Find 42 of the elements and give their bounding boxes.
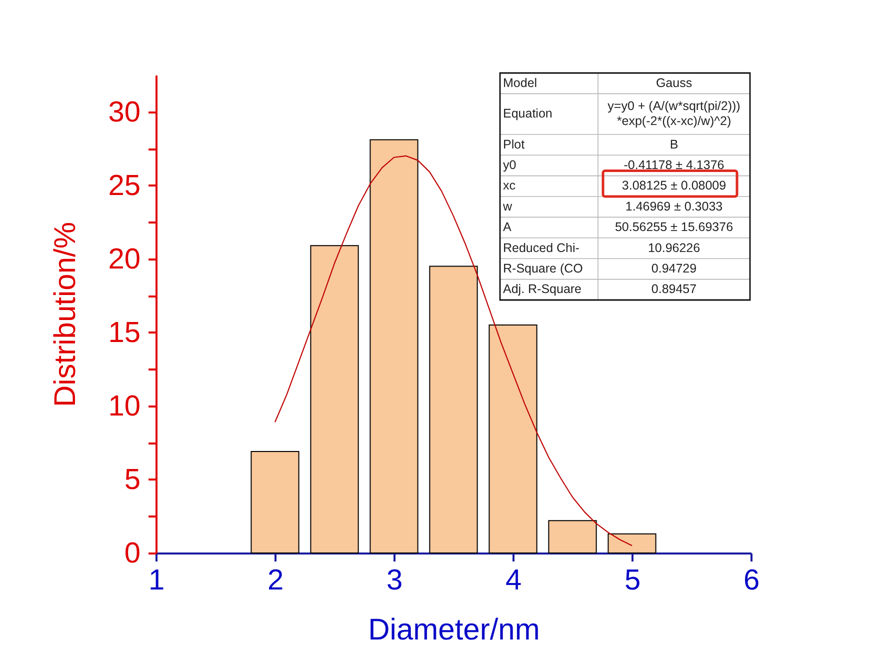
- annotation: Model: [503, 76, 538, 90]
- y-tick-label: 5: [124, 464, 140, 496]
- bar: [310, 245, 359, 554]
- annotation: Adj. R-Square: [503, 282, 582, 296]
- annotation: Plot: [503, 137, 526, 152]
- x-tick-label: 1: [148, 564, 165, 596]
- annotation: Reduced Chi-: [503, 240, 580, 255]
- annotation: Gauss: [656, 76, 692, 90]
- annotation: B: [670, 137, 678, 152]
- x-tick-label: 3: [386, 564, 403, 596]
- annotation: xc: [503, 178, 516, 193]
- x-tick-label: 6: [743, 564, 760, 596]
- annotation: A: [503, 220, 512, 234]
- annotation: w: [502, 199, 513, 214]
- y-tick-label: 30: [108, 96, 140, 128]
- bar: [608, 533, 656, 554]
- bar: [429, 266, 478, 554]
- bar: [488, 324, 538, 554]
- bar: [370, 139, 418, 554]
- x-axis-title: Diameter/nm: [368, 614, 540, 646]
- y-tick-label: 15: [108, 316, 140, 349]
- bar: [250, 451, 300, 554]
- annotation: 1.46969 ± 0.3033: [625, 199, 723, 214]
- x-tick-label: 2: [267, 564, 284, 596]
- y-tick-label: 25: [108, 170, 140, 202]
- y-axis-title: Distribution/%: [49, 222, 82, 408]
- annotation: 50.56255 ± 15.69376: [614, 220, 734, 234]
- y-tick-label: 10: [108, 390, 140, 422]
- annotation: y0: [503, 158, 516, 172]
- annotation: 3.08125 ± 0.08009: [622, 178, 726, 193]
- annotation: 10.96226: [648, 240, 700, 255]
- annotation: 0.94729: [651, 261, 697, 276]
- annotation: 0.89457: [651, 282, 697, 296]
- annotation: y=y0 + (A/(w*sqrt(pi/2))) *exp(-2*((x-xc)/w)^2): [608, 99, 740, 128]
- annotation: R-Square (CO: [503, 261, 584, 276]
- x-tick-label: 5: [624, 564, 641, 596]
- x-tick-label: 4: [505, 564, 522, 596]
- bar: [548, 520, 597, 554]
- annotation: -0.41178 ± 4.1376: [624, 158, 724, 172]
- annotation: Equation: [503, 106, 552, 121]
- y-tick-label: 20: [108, 243, 140, 276]
- y-tick-label: 0: [124, 538, 140, 570]
